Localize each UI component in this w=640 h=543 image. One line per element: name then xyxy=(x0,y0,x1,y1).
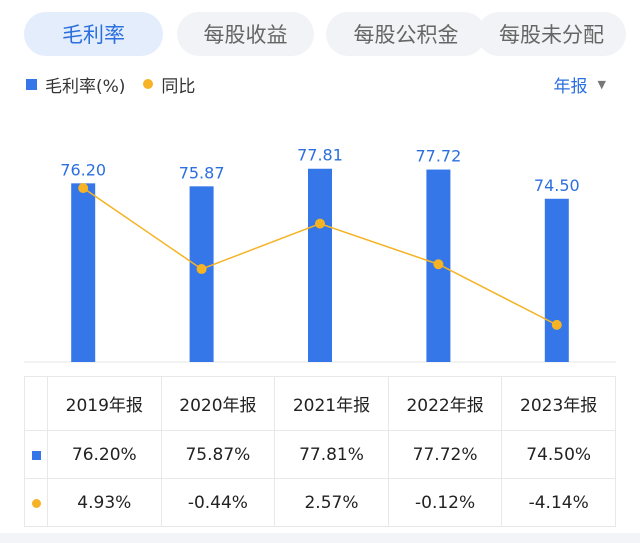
chevron-down-icon: ▼ xyxy=(597,77,606,91)
yoy-point xyxy=(196,264,207,275)
table-cell: -0.12% xyxy=(387,478,503,527)
table-cell: 4.93% xyxy=(47,478,162,527)
tab-label: 每股公积金 xyxy=(353,23,459,47)
row-marker-cell xyxy=(24,430,48,479)
table-header-row: 2019年报 2020年报 2021年报 2022年报 2023年报 xyxy=(24,376,616,431)
row-marker-cell xyxy=(24,478,48,527)
tab-gross-margin[interactable]: 毛利率 xyxy=(24,12,163,56)
table-corner-cell xyxy=(24,376,48,431)
indicator-tabs: 毛利率 每股收益 每股公积金 每股未分配 xyxy=(24,12,626,56)
table-row-gross-margin: 76.20% 75.87% 77.81% 77.72% 74.50% xyxy=(24,430,616,479)
bar-value-label: 74.50 xyxy=(534,176,580,195)
table-header-cell: 2023年报 xyxy=(501,376,616,431)
table-header-cell: 2022年报 xyxy=(387,376,503,431)
bar-value-label: 77.81 xyxy=(297,146,343,165)
tab-undistributed-profit-per-share[interactable]: 每股未分配 xyxy=(477,12,626,56)
table-cell: -0.44% xyxy=(160,478,276,527)
data-table: 2019年报 2020年报 2021年报 2022年报 2023年报 76.20… xyxy=(24,376,616,527)
table-header-cell: 2020年报 xyxy=(160,376,276,431)
table-cell: -4.14% xyxy=(501,478,616,527)
chart-legend: 毛利率(%) 同比 xyxy=(26,72,196,97)
table-cell: 74.50% xyxy=(501,430,616,479)
table-header-cell: 2021年报 xyxy=(274,376,389,431)
bar-value-label: 77.72 xyxy=(415,147,461,166)
table-cell: 77.72% xyxy=(387,430,503,479)
table-cell: 75.87% xyxy=(160,430,276,479)
line-dot-icon xyxy=(31,498,41,508)
gross-margin-chart: 76.20 75.87 77.81 77.72 74.50 xyxy=(24,146,616,363)
bar-value-label: 75.87 xyxy=(179,163,225,182)
table-row-yoy: 4.93% -0.44% 2.57% -0.12% -4.14% xyxy=(24,478,616,527)
bar-legend-label: 毛利率(%) xyxy=(45,76,126,97)
tab-label: 每股未分配 xyxy=(499,23,604,47)
table-cell: 77.81% xyxy=(274,430,389,479)
tab-label: 每股收益 xyxy=(203,23,288,47)
yoy-point xyxy=(315,218,325,229)
bar xyxy=(189,186,214,362)
period-selector[interactable]: 年报 ▼ xyxy=(553,72,606,97)
bar xyxy=(308,168,332,362)
table-cell: 2.57% xyxy=(274,478,389,527)
yoy-point xyxy=(433,259,444,270)
bar-square-icon xyxy=(31,450,41,460)
yoy-point xyxy=(551,319,562,330)
bar xyxy=(71,183,96,362)
bottom-divider xyxy=(0,533,640,543)
line-legend-label: 同比 xyxy=(161,76,196,97)
table-cell: 76.20% xyxy=(47,430,162,479)
bar-legend-swatch xyxy=(26,78,37,90)
tab-capital-reserve-per-share[interactable]: 每股公积金 xyxy=(326,12,486,56)
table-header-cell: 2019年报 xyxy=(47,376,162,431)
tab-eps[interactable]: 每股收益 xyxy=(177,12,314,56)
tab-label: 毛利率 xyxy=(62,23,125,47)
yoy-point xyxy=(78,183,89,194)
line-legend-swatch xyxy=(143,79,154,89)
period-label: 年报 xyxy=(553,76,588,97)
bar-value-label: 76.20 xyxy=(60,160,106,179)
bar xyxy=(544,198,569,362)
